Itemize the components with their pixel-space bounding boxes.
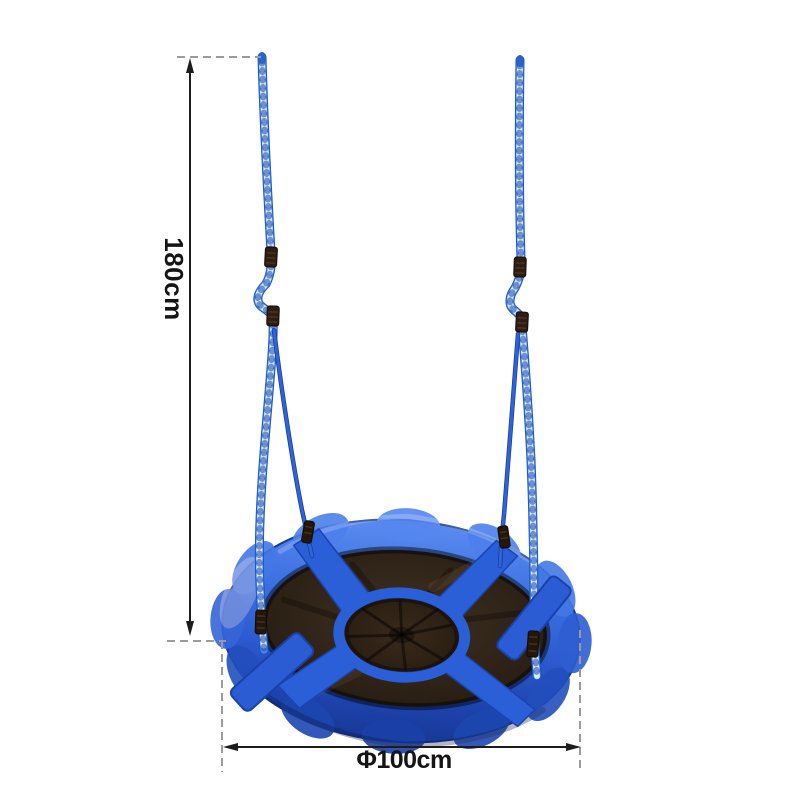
height-dimension-label: 180cm [159, 237, 189, 321]
right-upper-adjuster-clamp [513, 256, 527, 278]
left-lower-adjuster-clamp [266, 305, 280, 327]
height-arrow-up [186, 58, 194, 73]
center-creases [347, 599, 453, 670]
right-rope-tip [516, 55, 524, 67]
rope-hardware [254, 246, 540, 658]
dimension-annotations [167, 56, 581, 772]
center-ring-shadow [344, 597, 459, 673]
right-rope-twist-dark [507, 57, 540, 679]
height-arrow-down [186, 621, 194, 636]
diameter-dimension-label: Φ100cm [356, 746, 452, 774]
rim-bands [229, 575, 572, 712]
diameter-arrow-left [223, 743, 238, 751]
rim-band-left [229, 632, 315, 712]
right-inner-rope-ferrule [497, 525, 511, 549]
left-inner-rope-ferrule [301, 520, 315, 544]
diameter-arrow-right [566, 743, 581, 751]
right-lower-adjuster-clamp [515, 311, 529, 333]
rim-band-right [496, 575, 572, 661]
left-upper-adjuster-clamp [264, 246, 278, 268]
center-dimple [388, 627, 415, 644]
left-rope-tip [258, 52, 266, 64]
cross-straps [276, 528, 536, 728]
